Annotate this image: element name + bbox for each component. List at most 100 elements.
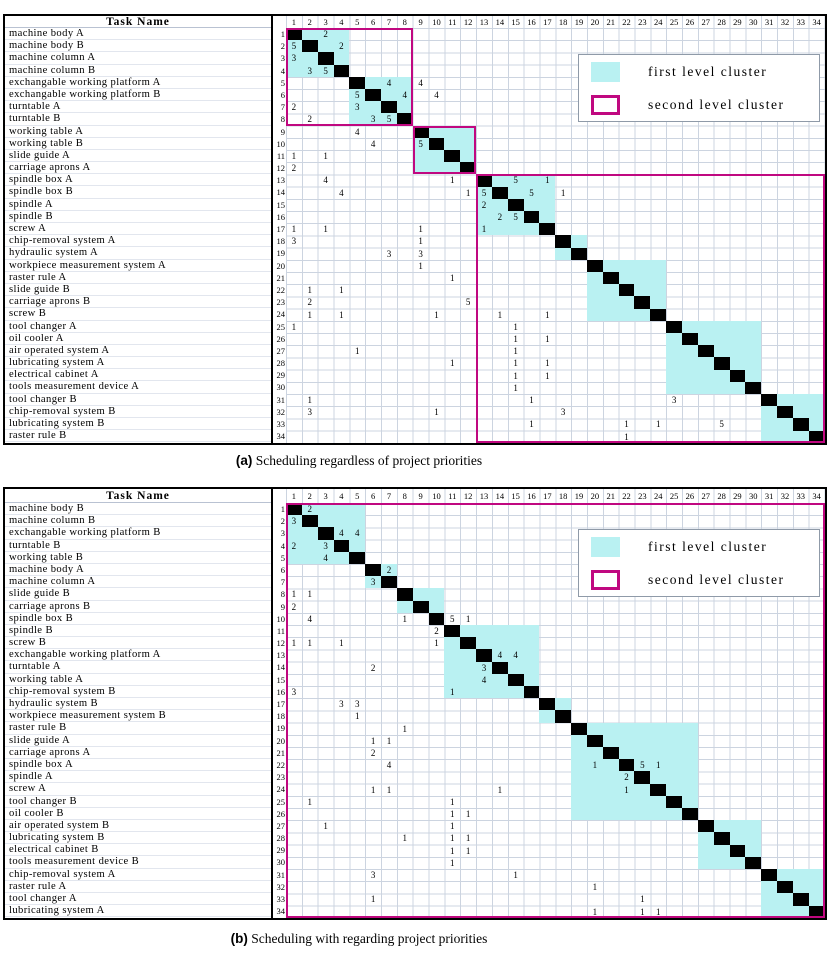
- dsm-cell-value: 1: [307, 309, 312, 320]
- dsm-cell-value: 1: [655, 906, 661, 917]
- row-number: 23: [276, 772, 286, 783]
- legend-row-second: second level cluster: [579, 563, 819, 596]
- row-number: 1: [280, 504, 285, 514]
- dsm-cell-value: 4: [386, 77, 392, 88]
- dsm-cell-value: 1: [450, 857, 455, 868]
- task-label: tools measurement device A: [5, 381, 271, 394]
- row-number: 27: [276, 820, 286, 831]
- dsm-cell-value: 1: [323, 151, 328, 161]
- row-number: 8: [280, 589, 285, 600]
- row-number: 12: [276, 163, 286, 174]
- dsm-cell-value: 5: [355, 90, 360, 100]
- task-label: air operated system A: [5, 345, 271, 358]
- column-number: 5: [355, 491, 360, 501]
- column-number: 27: [701, 17, 710, 27]
- column-number: 1: [291, 17, 297, 27]
- column-number: 7: [386, 491, 392, 501]
- column-number: 27: [701, 491, 710, 501]
- task-label: hydraulic system B: [5, 698, 271, 711]
- diagonal-cell: [777, 406, 793, 419]
- task-label: hydraulic system A: [5, 247, 271, 260]
- row-number: 10: [276, 138, 286, 149]
- dsm-cell-value: 5: [513, 212, 518, 222]
- diagonal-cell: [761, 869, 778, 882]
- dsm-cell-value: 4: [355, 528, 360, 539]
- column-number: 20: [590, 491, 600, 501]
- row-number: 17: [276, 224, 286, 234]
- dsm-cell-value: 1: [513, 358, 518, 369]
- row-number: 3: [280, 53, 285, 64]
- column-number: 23: [638, 17, 647, 27]
- dsm-cell-value: 1: [545, 334, 550, 344]
- dsm-cell-value: 5: [529, 187, 534, 198]
- row-number: 1: [280, 29, 285, 39]
- task-label: machine column A: [5, 576, 271, 589]
- column-number: 34: [812, 491, 821, 501]
- dsm-cell-value: 1: [386, 735, 392, 746]
- task-label: workpiece measurement system B: [5, 710, 271, 723]
- diagonal-cell: [682, 808, 698, 821]
- column-number: 16: [527, 491, 536, 501]
- dsm-cell-value: 1: [592, 760, 598, 771]
- diagonal-cell: [412, 600, 429, 613]
- task-label: turntable B: [5, 540, 271, 552]
- diagonal-cell: [666, 320, 682, 333]
- dsm-cell-value: 1: [370, 894, 376, 905]
- column-number: 28: [717, 491, 726, 501]
- row-number: 24: [276, 784, 286, 795]
- task-label: working table A: [5, 674, 271, 686]
- diagonal-cell: [301, 40, 318, 53]
- dsm-cell-value: 1: [291, 638, 297, 649]
- dsm-cell-value: 2: [370, 662, 376, 673]
- task-label: chip-removal system A: [5, 235, 271, 248]
- dsm-cell-value: 1: [481, 224, 487, 235]
- row-number: 5: [280, 552, 285, 563]
- diagonal-cell: [491, 186, 508, 199]
- dsm-cell-value: 1: [434, 309, 439, 320]
- task-label: working table B: [5, 138, 271, 150]
- row-number: 27: [276, 345, 286, 356]
- dsm-cell-value: 1: [418, 260, 423, 271]
- diagonal-cell: [634, 296, 651, 309]
- row-number: 30: [276, 857, 286, 868]
- dsm-cell-value: 1: [450, 358, 455, 369]
- dsm-cell-value: 3: [291, 236, 297, 247]
- first-level-cluster-label: first level cluster: [648, 63, 768, 79]
- row-number: 13: [276, 650, 286, 661]
- task-label: exchangable working platform B: [5, 89, 271, 102]
- task-label: turntable A: [5, 101, 271, 114]
- diagonal-cell: [317, 527, 334, 540]
- column-number: 29: [733, 17, 742, 27]
- column-number: 15: [511, 491, 520, 501]
- task-label: raster rule A: [5, 881, 271, 893]
- row-number: 28: [276, 358, 286, 369]
- task-label: carriage aprons A: [5, 747, 271, 759]
- dsm-cell-value: 1: [323, 224, 328, 235]
- row-number: 20: [276, 735, 286, 746]
- task-label: spindle B: [5, 625, 271, 638]
- dsm-cell-value: 5: [450, 613, 455, 624]
- task-name-header: Task Name: [5, 489, 271, 503]
- second-level-cluster-label: second level cluster: [648, 571, 785, 587]
- diagonal-cell: [396, 588, 413, 601]
- row-number: 18: [276, 236, 286, 247]
- row-number-gutter: 1 2 3 4 5 6 7 8 9 10 11 12 13 14 15 16 17 18 19 20 21 22 23 24 2…: [273, 489, 286, 918]
- dsm-cell-value: 1: [307, 395, 312, 405]
- task-label: machine column B: [5, 515, 271, 528]
- dsm-cell-value: 4: [481, 674, 487, 685]
- column-header: 1 2 3 4 5 6 7 8 9 10 11 12 13 14 15 16 17 18 19 20 21 22 23 24 2…: [286, 16, 825, 28]
- dsm-cell-value: 1: [450, 809, 455, 819]
- column-header: 1 2 3 4 5 6 7 8 9 10 11 12 13 14 15 16 17 18 19 20 21 22 23 24 2…: [286, 489, 825, 503]
- task-label: carriage aprons A: [5, 162, 271, 175]
- row-number: 22: [276, 759, 286, 770]
- row-number: 25: [276, 796, 286, 807]
- row-number: 11: [276, 625, 285, 636]
- row-number: 8: [280, 114, 285, 125]
- task-label: spindle box B: [5, 186, 271, 199]
- task-label: electrical cabinet A: [5, 369, 271, 382]
- diagonal-cell: [571, 247, 587, 260]
- dsm-cell-value: 3: [291, 53, 297, 64]
- column-number: 22: [622, 491, 631, 501]
- dsm-cell-value: 1: [655, 760, 661, 771]
